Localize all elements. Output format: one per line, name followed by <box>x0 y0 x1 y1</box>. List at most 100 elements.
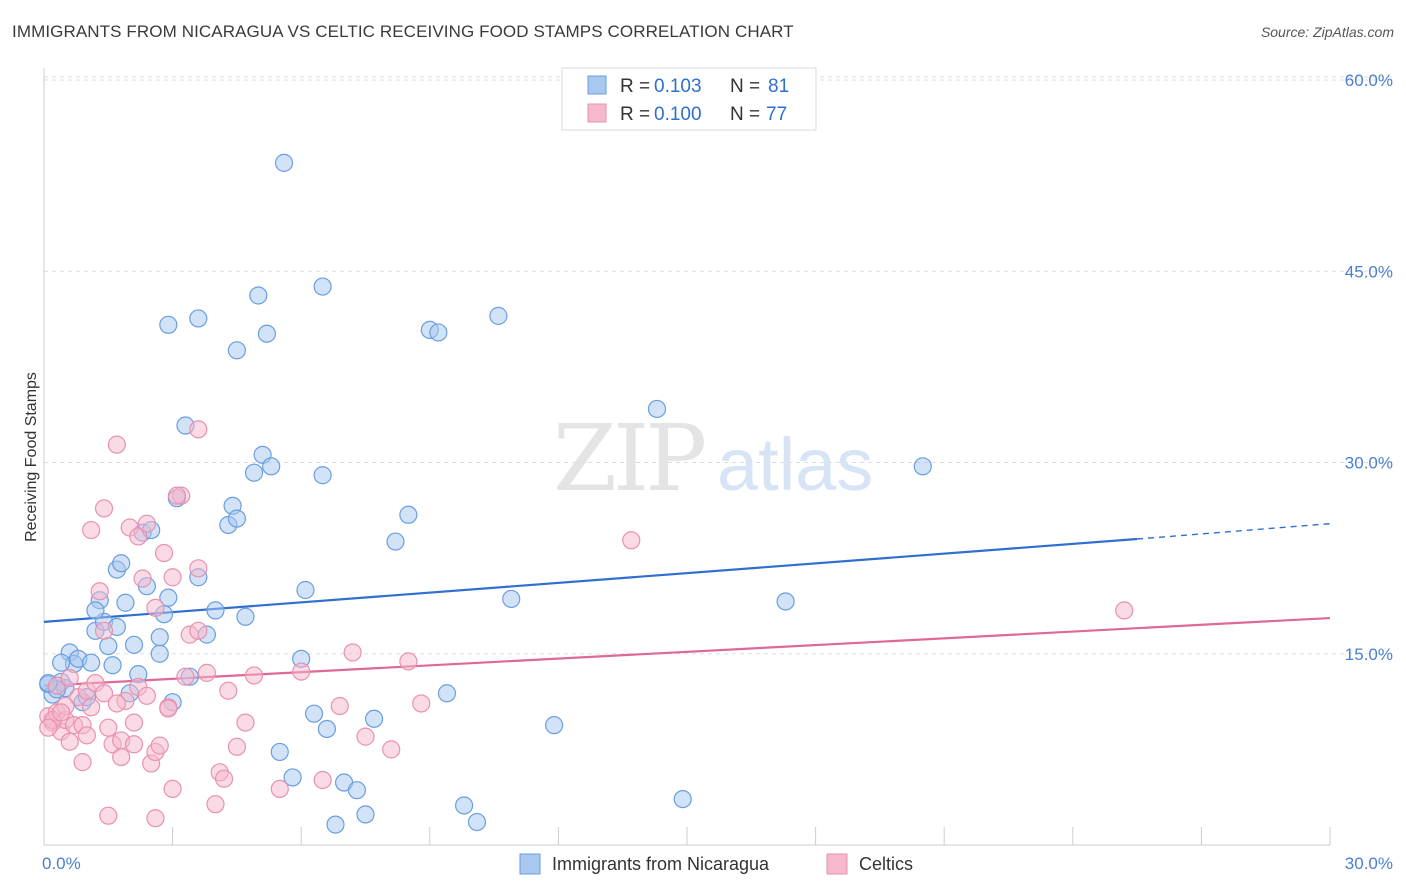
y-tick-label-30: 30.0% <box>1345 454 1393 473</box>
nicaragua-point-48 <box>326 815 345 834</box>
nicaragua-point-69 <box>227 341 246 360</box>
nicaragua-point-44 <box>296 580 315 600</box>
nicaragua-point-79 <box>283 768 302 787</box>
celtics-point-32 <box>189 420 208 439</box>
nicaragua-point-52 <box>364 709 384 728</box>
bottom-legend-swatch-celtics[interactable] <box>826 853 848 875</box>
nicaragua-point-41 <box>262 457 281 476</box>
nicaragua-point-50 <box>347 781 367 800</box>
celtics-point-30 <box>176 667 195 686</box>
nicaragua-point-45 <box>304 704 324 723</box>
celtics-point-39 <box>244 666 264 685</box>
bottom-legend-label-nicaragua[interactable]: Immigrants from Nicaragua <box>552 854 770 874</box>
x-ticks <box>172 827 1331 845</box>
legend-box: R = 0.103 N = 81 R = 0.100 N = 77 <box>561 67 817 131</box>
celtics-point-67 <box>107 694 126 713</box>
bottom-legend-swatch-nicaragua[interactable] <box>519 853 541 875</box>
celtics-point-46 <box>382 740 401 759</box>
celtics-point-57 <box>82 520 101 540</box>
trend-line-nicaragua-extrapolated <box>1137 523 1331 540</box>
celtics-point-5 <box>60 732 79 751</box>
nicaragua-point-53 <box>386 532 405 551</box>
legend-r-label-1: R = <box>620 76 650 97</box>
celtics-point-64 <box>124 735 144 754</box>
celtics-point-69 <box>60 668 79 688</box>
legend-r-value-2: 0.100 <box>654 104 702 125</box>
nicaragua-point-66 <box>913 457 932 476</box>
nicaragua-point-62 <box>545 716 564 735</box>
celtics-point-23 <box>137 686 156 705</box>
celtics-point-75 <box>39 718 58 737</box>
nicaragua-point-67 <box>159 315 178 334</box>
celtics-point-12 <box>90 582 109 601</box>
watermark-zip: ZIP <box>553 405 704 512</box>
nicaragua-point-38 <box>236 607 255 626</box>
celtics-point-56 <box>137 514 156 533</box>
celtics-point-34 <box>206 795 225 814</box>
nicaragua-point-68 <box>189 309 208 328</box>
legend-swatch-celtics <box>587 103 607 123</box>
celtics-point-53 <box>163 568 182 587</box>
nicaragua-point-20 <box>124 635 144 654</box>
y-tick-label-15: 15.0% <box>1345 645 1393 664</box>
legend-swatch-nicaragua <box>587 75 607 95</box>
legend-r-value-1: 0.103 <box>654 76 702 97</box>
nicaragua-point-63 <box>647 399 667 419</box>
celtics-point-73 <box>146 809 165 828</box>
celtics-point-72 <box>77 726 96 745</box>
nicaragua-point-60 <box>489 306 508 325</box>
celtics-point-38 <box>236 713 255 732</box>
celtics-point-50 <box>1115 601 1134 620</box>
nicaragua-point-14 <box>99 636 118 656</box>
trend-line-celtics <box>43 616 1331 687</box>
bottom-legend-label-celtics[interactable]: Celtics <box>859 854 913 874</box>
chart-title: IMMIGRANTS FROM NICARAGUA VS CELTIC RECE… <box>12 22 794 41</box>
legend-n-label-2: N = <box>730 104 760 125</box>
trend-lines <box>43 523 1331 687</box>
bottom-legend: Immigrants from Nicaragua Celtics <box>519 853 913 875</box>
nicaragua-point-46 <box>313 466 332 485</box>
celtics-point-36 <box>219 681 238 700</box>
nicaragua-point-70 <box>249 286 268 305</box>
celtics-point-17 <box>112 747 131 767</box>
celtics-point-44 <box>343 643 362 662</box>
celtics-point-20 <box>124 713 144 732</box>
celtics-point-42 <box>313 770 332 790</box>
celtics-point-40 <box>270 779 289 799</box>
nicaragua-point-72 <box>313 277 332 296</box>
celtics-point-13 <box>94 621 114 640</box>
celtics-point-48 <box>412 694 431 713</box>
chart-source: Source: ZipAtlas.com <box>1260 24 1394 40</box>
watermark-atlas: atlas <box>717 423 873 506</box>
trend-line-nicaragua <box>43 537 1138 623</box>
legend-n-value-2: 77 <box>766 104 787 125</box>
celtics-point-55 <box>146 598 165 617</box>
celtics-point-52 <box>129 527 148 546</box>
nicaragua-point-78 <box>270 742 289 762</box>
celtics-point-33 <box>197 663 216 682</box>
nicaragua-point-59 <box>467 812 487 832</box>
nicaragua-point-10 <box>82 653 101 672</box>
celtics-point-26 <box>154 543 174 563</box>
nicaragua-point-76 <box>86 601 105 620</box>
nicaragua-point-37 <box>227 509 246 528</box>
legend-r-label-2: R = <box>620 104 650 125</box>
celtics-point-71 <box>159 699 178 718</box>
nicaragua-point-15 <box>103 656 122 675</box>
celtics-point-65 <box>150 736 169 755</box>
nicaragua-point-42 <box>274 153 294 172</box>
nicaragua-point-54 <box>399 505 418 524</box>
celtics-point-14 <box>99 718 118 737</box>
nicaragua-point-56 <box>429 323 448 342</box>
nicaragua-point-17 <box>112 554 131 573</box>
y-tick-label-60: 60.0% <box>1345 71 1393 90</box>
y-axis-title: Receiving Food Stamps <box>23 372 40 542</box>
series-celtics-points <box>39 420 1134 828</box>
celtics-point-8 <box>73 753 92 772</box>
celtics-point-54 <box>189 559 208 578</box>
celtics-point-41 <box>292 662 311 681</box>
nicaragua-point-34 <box>206 601 225 620</box>
celtics-point-16 <box>107 435 126 454</box>
celtics-point-45 <box>356 727 375 746</box>
